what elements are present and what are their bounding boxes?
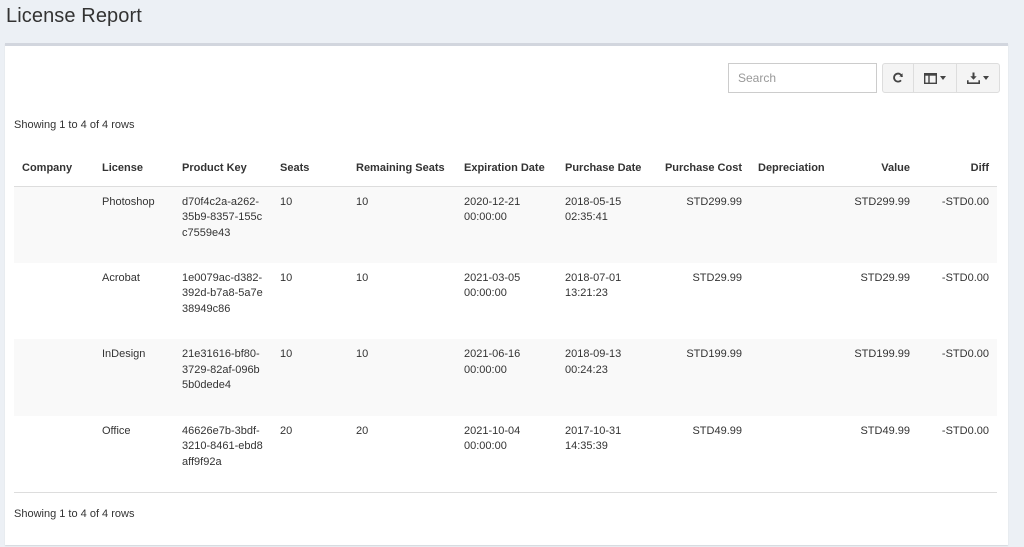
cell-license: Office [94, 415, 174, 493]
cell-seats: 20 [272, 415, 348, 493]
cell-company [14, 415, 94, 493]
table-row: Acrobat 1e0079ac-d382-392d-b7a8-5a7e3894… [14, 263, 997, 340]
cell-expiration-date: 2021-10-04 00:00:00 [456, 415, 557, 493]
cell-diff: -STD0.00 [941, 271, 989, 284]
cell-purchase-cost: STD29.99 [692, 271, 742, 284]
cell-license: Photoshop [94, 186, 174, 263]
cell-value: STD29.99 [860, 271, 910, 284]
cell-diff: -STD0.00 [918, 415, 997, 493]
cell-value: STD299.99 [838, 186, 918, 263]
page-title: License Report [6, 5, 142, 27]
column-header-value[interactable]: Value [838, 151, 918, 187]
cell-depreciation [750, 339, 838, 416]
cell-value: STD199.99 [838, 339, 918, 416]
refresh-button[interactable] [882, 63, 914, 93]
license-table: Company License Product Key Seats Remain… [14, 151, 997, 493]
columns-toggle-button[interactable] [913, 63, 957, 93]
cell-purchase-date: 2018-05-15 02:35:41 [557, 186, 654, 263]
cell-expiration-date: 2020-12-21 00:00:00 [456, 186, 557, 263]
cell-company [14, 263, 94, 340]
cell-purchase-date: 2018-09-13 00:24:23 [557, 339, 654, 416]
cell-value: STD49.99 [838, 415, 918, 493]
cell-purchase-date: 2018-07-01 13:21:23 [565, 271, 622, 300]
column-header-license[interactable]: License [94, 151, 174, 187]
cell-diff: -STD0.00 [918, 186, 997, 263]
cell-purchase-cost: STD199.99 [654, 339, 750, 416]
table-row: Office 46626e7b-3bdf-3210-8461-ebd8aff9f… [14, 415, 997, 493]
cell-license: InDesign [94, 339, 174, 416]
cell-purchase-date: 2017-10-31 14:35:39 [557, 415, 654, 493]
cell-license: Acrobat [102, 271, 140, 284]
table-row: Photoshop d70f4c2a-a262-35b9-8357-155cc7… [14, 186, 997, 263]
download-icon [967, 72, 980, 84]
cell-seats: 10 [272, 186, 348, 263]
pagination-info-bottom: Showing 1 to 4 of 4 rows [14, 508, 135, 520]
cell-company [14, 339, 94, 416]
column-header-remaining-seats[interactable]: Remaining Seats [348, 151, 456, 187]
column-header-product-key[interactable]: Product Key [174, 151, 272, 187]
cell-depreciation [750, 186, 838, 263]
cell-product-key: 46626e7b-3bdf-3210-8461-ebd8aff9f92a [174, 415, 272, 493]
table-header-row: Company License Product Key Seats Remain… [14, 151, 997, 187]
cell-remaining-seats: 10 [356, 271, 369, 284]
chevron-down-icon [940, 76, 946, 80]
cell-seats: 10 [280, 271, 293, 284]
cell-diff: -STD0.00 [918, 339, 997, 416]
column-header-purchase-cost[interactable]: Purchase Cost [654, 151, 750, 187]
column-header-depreciation[interactable]: Depreciation [750, 151, 838, 187]
cell-seats: 10 [272, 339, 348, 416]
table-toolbar [728, 63, 1000, 95]
cell-product-key: d70f4c2a-a262-35b9-8357-155cc7559e43 [174, 186, 272, 263]
cell-depreciation [750, 263, 838, 340]
column-header-diff[interactable]: Diff [918, 151, 997, 187]
column-header-company[interactable]: Company [14, 151, 94, 187]
license-table-wrapper: Company License Product Key Seats Remain… [14, 151, 997, 493]
column-header-seats[interactable]: Seats [272, 151, 348, 187]
toolbar-button-group [882, 63, 1000, 95]
cell-product-key: 1e0079ac-d382-392d-b7a8-5a7e38949c86 [182, 271, 263, 315]
cell-expiration-date: 2021-06-16 00:00:00 [456, 339, 557, 416]
cell-purchase-cost: STD49.99 [654, 415, 750, 493]
table-row: InDesign 21e31616-bf80-3729-82af-096b5b0… [14, 339, 997, 416]
chevron-down-icon [983, 76, 989, 80]
cell-remaining-seats: 10 [348, 186, 456, 263]
cell-depreciation [750, 415, 838, 493]
pagination-info-top: Showing 1 to 4 of 4 rows [14, 119, 135, 131]
refresh-icon [893, 72, 903, 83]
cell-purchase-cost: STD299.99 [654, 186, 750, 263]
cell-remaining-seats: 20 [348, 415, 456, 493]
column-header-purchase-date[interactable]: Purchase Date [557, 151, 654, 187]
cell-product-key: 21e31616-bf80-3729-82af-096b5b0dede4 [174, 339, 272, 416]
report-box: Showing 1 to 4 of 4 rows Company License… [5, 43, 1008, 545]
cell-company [14, 186, 94, 263]
export-button[interactable] [956, 63, 1000, 93]
columns-icon [924, 72, 937, 84]
search-input[interactable] [728, 63, 877, 93]
cell-expiration-date: 2021-03-05 00:00:00 [464, 271, 521, 300]
column-header-expiration-date[interactable]: Expiration Date [456, 151, 557, 187]
cell-remaining-seats: 10 [348, 339, 456, 416]
